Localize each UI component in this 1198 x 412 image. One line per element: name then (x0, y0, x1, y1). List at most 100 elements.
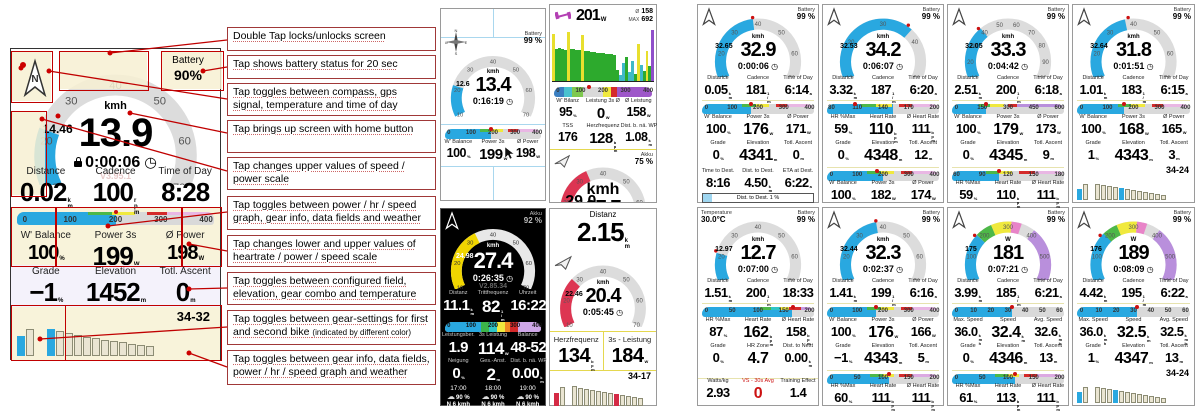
metric-field[interactable]: Power 3s 182W (870, 180, 896, 202)
metric-field[interactable]: Ø Power 173W (1035, 114, 1061, 136)
metric-field[interactable]: Distance 1.01k m (1079, 75, 1107, 100)
speed-gauge[interactable]: 1020304050607029.0kmh27.72:55:16 ◷ (552, 152, 654, 202)
gear-bar[interactable] (1161, 195, 1166, 200)
gear-bar[interactable] (590, 390, 595, 406)
metric-field[interactable]: Uhrzeit 16:22 (510, 290, 547, 314)
metric-field[interactable]: Ø Power 166W (910, 317, 936, 339)
metric-field[interactable]: 3s Leistung 114W (477, 332, 509, 358)
gear-bar[interactable] (92, 338, 100, 356)
metric-field[interactable]: Ø Power 171W (785, 114, 811, 136)
gear-bar[interactable] (632, 397, 637, 406)
gauge-center[interactable]: kmh 32.3 0:02:37 ◷ (862, 236, 904, 274)
gear-bar[interactable] (128, 344, 136, 356)
metric-field[interactable]: HR %Max 87% (705, 317, 731, 339)
gauge-center[interactable]: kmh 12.7 0:07:00 ◷ (737, 236, 779, 274)
metric-field[interactable]: Cadence 1811/m (745, 75, 771, 104)
metric-field[interactable]: Leistung 3s Ø 0W (586, 98, 620, 122)
metric-field[interactable]: Totl. Ascent 13m (1159, 343, 1188, 365)
metric-field[interactable]: Ø Heart Rate 111b p m (906, 383, 940, 412)
nav-arrow-icon[interactable] (554, 255, 572, 270)
metric-field[interactable]: VS - 30s Avg 0 (742, 378, 774, 402)
metric-field[interactable]: Ø Heart Rate 111b p m (906, 114, 940, 143)
hr-scale-bar[interactable]: 80 110 140 170 200 (827, 100, 940, 115)
metric-field[interactable]: Power 3s 176W (743, 114, 773, 138)
metric-field[interactable]: Dist. to Next 0.00k m (783, 343, 813, 368)
gear-bar[interactable] (1155, 194, 1160, 200)
metric-field[interactable]: Grade −1% (29, 266, 63, 307)
metric-field[interactable]: W' Bilanz 95% (556, 98, 580, 119)
metric-field[interactable]: Time of Day 6:20a (908, 75, 938, 97)
gear-bar[interactable] (608, 393, 613, 406)
power-scale-bar[interactable]: 0 100 200 300 400 (827, 303, 940, 318)
gauge-center[interactable]: kmh 33.3 0:04:42 ◷ (987, 33, 1029, 71)
metric-field[interactable]: Grade −1% (834, 343, 852, 365)
metric-field[interactable]: Distance 3.99k m (954, 278, 982, 303)
battery-status[interactable]: Battery 90% (160, 55, 216, 83)
metric-field[interactable]: Ø Heart Rate 111b p m (1031, 383, 1065, 412)
gear-bar[interactable] (17, 336, 25, 356)
power-scale-bar[interactable]: 0 100 200 300 400 (702, 100, 815, 115)
dest-progress-bar[interactable]: Dist. to Dest. 1 % (702, 193, 814, 203)
metric-field[interactable]: Distance 0.02k m (19, 166, 73, 211)
metric-field[interactable]: Ø Heart Rate 158b p m (781, 317, 815, 346)
gear-bar[interactable] (1125, 189, 1130, 200)
gear-bar[interactable] (110, 341, 118, 356)
compass-icon[interactable]: N (18, 57, 52, 99)
gear-bar[interactable] (620, 395, 625, 406)
gear-bar[interactable] (1107, 389, 1112, 403)
gear-bar[interactable] (119, 342, 127, 356)
gear-bar[interactable] (1077, 392, 1082, 403)
gear-panel[interactable]: 34-32 (11, 307, 220, 360)
metric-field[interactable]: Grade 0% (960, 343, 976, 365)
gear-bar[interactable] (584, 389, 589, 406)
distance-header[interactable]: Distanz 2.15k m (550, 211, 656, 251)
metric-field[interactable]: Elevation 4348m (864, 140, 902, 164)
gear-bar[interactable] (101, 340, 109, 356)
metric-field[interactable]: Cadence 1951/m (1121, 278, 1146, 307)
metric-field[interactable]: Max. Speed 36.0k m h (1078, 317, 1108, 346)
weather-forecast[interactable]: 19:00 ☁90 % N 6 kmh (516, 385, 540, 409)
temperature-status[interactable]: Temperature 30.0°C (701, 210, 732, 225)
metric-field[interactable]: Totl. Ascent 12m (908, 140, 938, 162)
north-arrow-icon[interactable] (444, 211, 460, 231)
metric-field[interactable]: Grade 0% (960, 140, 976, 162)
north-arrow-icon[interactable] (826, 7, 842, 27)
gear-bar[interactable] (1095, 387, 1100, 403)
gear-bar[interactable] (626, 396, 631, 406)
metric-field[interactable]: Trittfrequenz 821/m (477, 290, 509, 322)
metric-field[interactable]: Totl. Ascent 0m (159, 266, 211, 307)
metric-field[interactable]: Herzfrequenz 128b p m (586, 123, 620, 153)
metric-field[interactable]: Dist. b. nä. WP 0.00k m (510, 358, 548, 384)
gear-bar[interactable] (47, 329, 55, 356)
gear-bar[interactable] (1137, 394, 1142, 403)
metric-field[interactable]: Totl. Ascent 3m (1159, 140, 1188, 162)
metric-field[interactable]: Speed 32.5k m (1116, 317, 1151, 343)
metric-field[interactable]: Distance 4.42k m (1079, 278, 1107, 303)
metric-field[interactable]: Cadence 1831/m (1121, 75, 1146, 104)
metric-field[interactable]: Ø Power 198W (165, 230, 205, 264)
north-arrow-icon[interactable] (1076, 210, 1092, 230)
gear-bar[interactable] (1143, 192, 1148, 200)
metric-field[interactable]: Heart Rate 113b p m (994, 383, 1022, 412)
power-scale-bar[interactable]: 0 100 200 300 400 (445, 319, 542, 333)
metric-field[interactable]: Time of Day 6:21a (1033, 278, 1063, 300)
hr-scale-bar[interactable]: 0 50 100 150 200 (702, 303, 815, 318)
power-scale-bar[interactable]: 0 150 300 450 600 (952, 100, 1065, 115)
battery-status[interactable]: Akku 92 % (524, 211, 542, 226)
metric-field[interactable]: Totl. Ascent 13m (1033, 343, 1063, 365)
metric-field[interactable]: Training Effect 1.4 (780, 378, 816, 400)
gear-bar[interactable] (1113, 390, 1118, 403)
speed-gauge[interactable]: 10 20 30 40 50 60 70 80 90 100 32.05 kmh33.30:04:42… (950, 7, 1066, 77)
battery-status[interactable]: Battery 99 % (1047, 7, 1065, 22)
metric-field[interactable]: Speed 32.4k m (991, 317, 1025, 343)
battery-status[interactable]: Battery 99 % (797, 210, 815, 225)
battery-status[interactable]: Battery 99 % (1173, 7, 1191, 22)
north-arrow-icon[interactable] (951, 210, 967, 230)
metric-field[interactable]: Time of Day 6:16a (908, 278, 938, 300)
metric-field[interactable]: Cadence 1991/m (870, 278, 896, 307)
gear-bar[interactable] (1077, 189, 1082, 200)
nav-arrow-icon[interactable] (554, 154, 570, 168)
gear-bar[interactable] (1095, 184, 1100, 200)
